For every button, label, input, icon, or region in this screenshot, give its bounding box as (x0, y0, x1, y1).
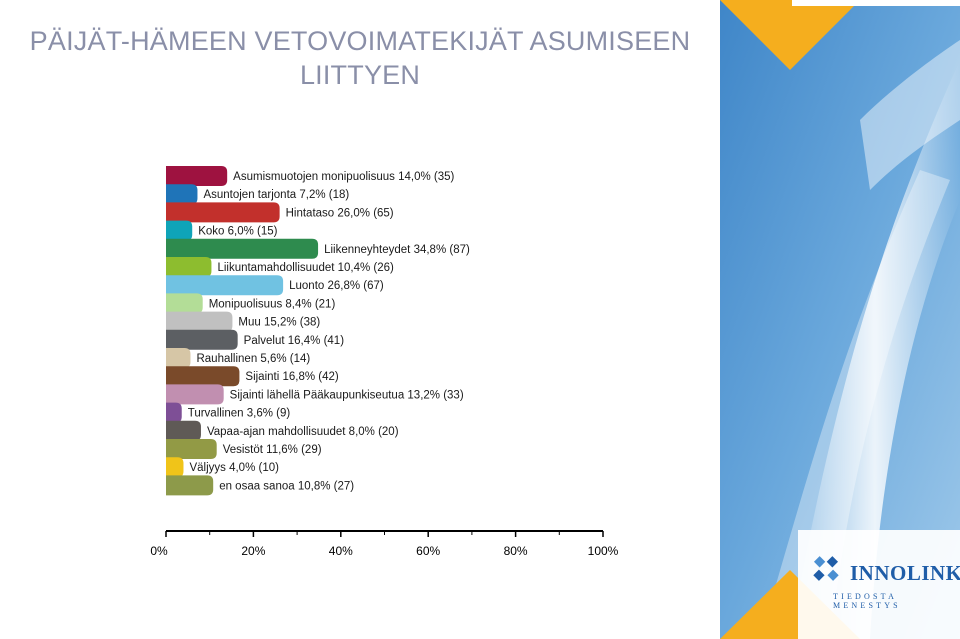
x-tick-label-5: 100% (588, 544, 619, 558)
bar-label-12: Sijainti 16,8% (42) (245, 371, 338, 383)
bar-label-17: Väljyys 4,0% (10) (189, 462, 279, 474)
x-tick-label-2: 40% (329, 544, 353, 558)
x-tick-label-1: 20% (241, 544, 265, 558)
bar-label-9: Muu 15,2% (38) (238, 317, 320, 329)
bar-17 (166, 457, 184, 478)
x-tick-label-3: 60% (416, 544, 440, 558)
bar-label-1: Asumismuotojen monipuolisuus 14,0% (35) (233, 171, 454, 183)
bar-1 (166, 166, 228, 186)
top-orange-triangle (720, 0, 860, 70)
bar-label-11: Rauhallinen 5,6% (14) (196, 353, 310, 365)
bar-8 (166, 293, 203, 314)
page-title: PÄIJÄT-HÄMEEN VETOVOIMATEKIJÄT ASUMISEEN… (29, 26, 691, 90)
bar-7 (166, 275, 284, 296)
bar-2 (166, 184, 198, 205)
bar-label-18: en osaa sanoa 10,8% (27) (219, 480, 354, 492)
bar-label-16: Vesistöt 11,6% (29) (223, 444, 322, 456)
x-axis (165, 530, 604, 537)
chart-bars (166, 166, 319, 496)
bar-chart: Asumismuotojen monipuolisuus 14,0% (35) A… (150, 166, 619, 558)
bar-label-5: Liikenneyhteydet 34,8% (87) (324, 244, 470, 256)
bar-5 (166, 238, 319, 259)
brand-name: INNOLINK (850, 561, 960, 585)
bar-11 (166, 348, 191, 368)
bar-10 (166, 329, 238, 350)
decorative-sky-image (720, 0, 960, 639)
bar-16 (166, 439, 217, 459)
bar-13 (166, 384, 224, 405)
x-tick-label-0: 0% (150, 544, 168, 558)
x-tick-labels: 0% 20% 40% 60% 80% 100% (150, 544, 618, 558)
sky-side-panel (720, 0, 960, 639)
bar-label-8: Monipuolisuus 8,4% (21) (209, 298, 336, 310)
bar-4 (166, 220, 193, 241)
bar-14 (166, 402, 182, 423)
bar-label-3: Hintataso 26,0% (65) (286, 207, 394, 219)
chart-bar-labels: Asumismuotojen monipuolisuus 14,0% (35) A… (188, 171, 470, 492)
bar-9 (166, 311, 233, 332)
bar-12 (166, 366, 240, 387)
bar-3 (166, 202, 280, 223)
brand-tagline: TIEDOSTA MENESTYS (833, 592, 901, 610)
innolink-diamond-logo-icon (813, 556, 839, 581)
bar-label-14: Turvallinen 3,6% (9) (188, 408, 291, 420)
bar-15 (166, 420, 201, 441)
bar-label-6: Liikuntamahdollisuudet 10,4% (26) (217, 262, 394, 274)
x-tick-label-4: 80% (504, 544, 528, 558)
bar-label-15: Vapaa-ajan mahdollisuudet 8,0% (20) (207, 426, 399, 438)
bar-18 (166, 475, 214, 496)
bar-label-7: Luonto 26,8% (67) (289, 280, 384, 292)
bar-6 (166, 257, 212, 277)
bar-label-10: Palvelut 16,4% (41) (244, 335, 345, 347)
bar-label-4: Koko 6,0% (15) (198, 226, 277, 238)
bar-label-13: Sijainti lähellä Pääkaupunkiseutua 13,2%… (230, 389, 464, 401)
bar-label-2: Asuntojen tarjonta 7,2% (18) (203, 189, 349, 201)
